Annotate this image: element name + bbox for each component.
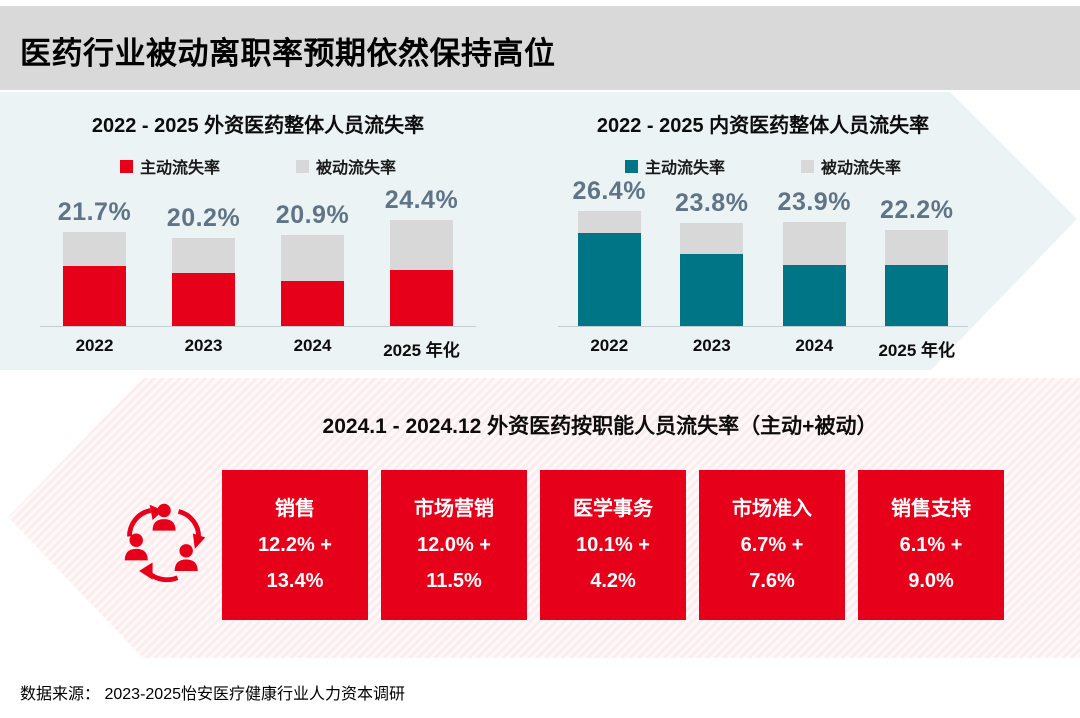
function-name: 医学事务 <box>573 498 653 520</box>
bar-group: 21.7% <box>40 198 149 326</box>
x-axis-label: 2022 <box>75 336 114 355</box>
active-attrition-segment <box>680 253 744 326</box>
bar-total-label: 24.4% <box>384 186 459 215</box>
attrition-value: 4.2% <box>590 570 636 592</box>
legend-label: 被动流失率 <box>316 160 397 177</box>
source-note: 数据来源： 2023-2025怡安医疗健康行业人力资本调研 <box>20 680 405 704</box>
bar-group: 23.8% <box>661 189 764 326</box>
bar-total-label: 23.8% <box>675 188 749 217</box>
stacked-bar <box>172 238 235 326</box>
attrition-value: 11.5% <box>426 570 482 592</box>
stacked-bar <box>782 222 846 326</box>
function-name: 市场准入 <box>732 498 812 520</box>
bar-total-label: 20.9% <box>275 201 350 230</box>
chart-foreign-pharma-attrition: 2022 - 2025 外资医药整体人员流失率 主动流失率 被动流失率 21.7… <box>40 112 476 361</box>
attrition-value: 10.1% + <box>576 534 650 556</box>
stacked-bar <box>281 235 344 326</box>
people-cycle-icon <box>124 503 206 583</box>
passive-attrition-segment <box>390 220 453 271</box>
active-attrition-segment <box>782 264 846 326</box>
passive-attrition-segment <box>680 222 744 254</box>
bar-total-label: 26.4% <box>572 177 646 206</box>
active-swatch-icon <box>119 159 133 173</box>
chart-legend: 主动流失率 被动流失率 <box>40 154 476 178</box>
function-attrition-box: 销售 12.2% + 13.4% <box>222 470 368 620</box>
function-attrition-box: 医学事务 10.1% + 4.2% <box>540 470 686 620</box>
function-name: 销售 <box>275 498 315 520</box>
bar-total-label: 21.7% <box>57 197 132 226</box>
function-attrition-box: 销售支持 6.1% + 9.0% <box>858 470 1004 620</box>
chart-domestic-pharma-attrition: 2022 - 2025 内资医药整体人员流失率 主动流失率 被动流失率 26.4… <box>558 112 968 361</box>
bar-total-label: 23.9% <box>777 188 851 217</box>
stacked-bar <box>680 222 744 326</box>
passive-attrition-segment <box>782 222 846 265</box>
stacked-bar <box>63 231 126 326</box>
bar-group: 24.4% <box>367 186 476 326</box>
attrition-value: 6.7% + <box>740 534 804 556</box>
bar-group: 23.9% <box>763 188 866 326</box>
passive-attrition-segment <box>172 238 235 274</box>
attrition-value: 13.4% <box>266 570 324 592</box>
page-title: 医药行业被动离职率预期依然保持高位 <box>20 36 556 71</box>
attrition-value: 6.1% + <box>899 534 963 556</box>
function-boxes-row: 销售 12.2% + 13.4% 市场营销 12.0% + 11.5% 医学事务 10.1% … <box>222 470 1004 620</box>
active-attrition-segment <box>390 270 453 326</box>
bar-total-label: 20.2% <box>166 204 241 233</box>
stacked-bar <box>885 229 949 326</box>
plot-area: 21.7% 20.2% 20.9% 24.4% <box>40 176 476 327</box>
function-name: 市场营销 <box>414 498 494 520</box>
active-attrition-segment <box>63 266 126 326</box>
legend-label: 主动流失率 <box>644 160 725 177</box>
x-axis: 2022 2023 2024 2025 年化 <box>558 327 968 361</box>
stacked-bar <box>577 211 641 326</box>
active-attrition-segment <box>577 232 641 326</box>
function-section-title: 2024.1 - 2024.12 外资医药按职能人员流失率（主动+被动） <box>322 415 878 438</box>
active-attrition-segment <box>281 281 344 326</box>
attrition-value: 12.0% + <box>417 534 491 556</box>
passive-swatch-icon <box>296 159 309 173</box>
legend-item-passive: 被动流失率 <box>296 154 396 178</box>
passive-swatch-icon <box>801 159 814 173</box>
x-axis-label: 2024 <box>293 336 332 355</box>
x-axis-label: 2022 <box>590 336 629 355</box>
passive-attrition-segment <box>281 235 344 282</box>
chart-legend: 主动流失率 被动流失率 <box>558 154 968 178</box>
chart-title: 2022 - 2025 内资医药整体人员流失率 <box>596 115 930 137</box>
function-attrition-box: 市场准入 6.7% + 7.6% <box>699 470 845 620</box>
active-attrition-segment <box>885 265 949 326</box>
x-axis-label: 2023 <box>692 336 731 355</box>
function-name: 销售支持 <box>891 498 971 520</box>
function-attrition-box: 市场营销 12.0% + 11.5% <box>381 470 527 620</box>
bar-group: 22.2% <box>866 196 969 326</box>
legend-label: 被动流失率 <box>821 160 902 177</box>
title-bar: 医药行业被动离职率预期依然保持高位 <box>0 6 1080 90</box>
passive-attrition-segment <box>577 211 641 233</box>
legend-item-passive: 被动流失率 <box>801 154 901 178</box>
source-text: 2023-2025怡安医疗健康行业人力资本调研 <box>104 686 405 703</box>
attrition-value: 12.2% + <box>258 534 332 556</box>
legend-item-active: 主动流失率 <box>119 154 220 178</box>
x-axis-label: 2025 年化 <box>878 341 956 360</box>
bar-total-label: 22.2% <box>880 195 954 224</box>
legend-item-active: 主动流失率 <box>624 154 725 178</box>
active-swatch-icon <box>624 159 638 173</box>
passive-attrition-segment <box>63 231 126 267</box>
legend-label: 主动流失率 <box>139 160 220 177</box>
stacked-bar <box>390 220 453 326</box>
x-axis-label: 2025 年化 <box>383 341 460 360</box>
bar-group: 26.4% <box>558 177 661 326</box>
chart-title: 2022 - 2025 外资医药整体人员流失率 <box>91 115 425 137</box>
bar-group: 20.9% <box>258 201 367 326</box>
attrition-value: 7.6% <box>749 570 795 592</box>
source-label: 数据来源： <box>20 686 101 703</box>
x-axis: 2022 2023 2024 2025 年化 <box>40 327 476 361</box>
attrition-value: 9.0% <box>908 570 954 592</box>
plot-area: 26.4% 23.8% 23.9% 22.2% <box>558 176 968 327</box>
active-attrition-segment <box>172 273 235 326</box>
x-axis-label: 2023 <box>184 336 223 355</box>
bar-group: 20.2% <box>149 204 258 326</box>
passive-attrition-segment <box>885 229 949 266</box>
x-axis-label: 2024 <box>795 336 834 355</box>
